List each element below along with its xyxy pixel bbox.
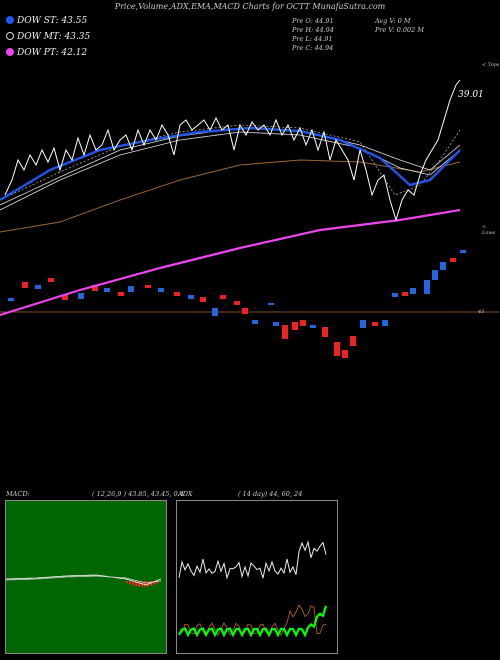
candle xyxy=(424,280,430,294)
candle xyxy=(392,293,398,297)
candle xyxy=(460,250,466,253)
candle xyxy=(360,320,366,328)
macd-bar xyxy=(147,581,149,587)
pre-close: Pre C: 44.94 xyxy=(292,44,334,52)
pre-volume: Pre V: 0.002 M xyxy=(375,26,425,34)
candles xyxy=(8,250,466,358)
candle xyxy=(234,301,240,305)
candle xyxy=(78,293,84,299)
candle xyxy=(62,295,68,300)
legend-label-st: DOW ST: 43.55 xyxy=(17,16,88,26)
candle xyxy=(402,292,408,296)
macd-signal-line xyxy=(5,575,162,584)
adx-title: ADX xyxy=(178,490,193,498)
candle xyxy=(174,292,180,296)
macd-bar xyxy=(135,581,137,587)
last-price-label: 39.01 xyxy=(458,90,484,100)
legend-swatch-st xyxy=(6,16,14,24)
candle xyxy=(252,320,258,324)
adx-di-plus-line xyxy=(178,540,327,580)
pre-low: Pre L: 44.91 xyxy=(292,35,333,43)
macd-svg xyxy=(5,574,162,587)
candle xyxy=(22,282,28,288)
adx-panel xyxy=(176,500,338,654)
candle xyxy=(432,270,438,280)
candle xyxy=(300,320,306,326)
candle xyxy=(322,327,328,337)
tops-tag: < Tops xyxy=(482,62,500,68)
candle xyxy=(8,298,14,301)
macd-params: ( 12,26,9 ) 43.85, 43.45, 0.4 xyxy=(92,490,184,498)
candle xyxy=(145,285,151,288)
price-line xyxy=(4,79,461,222)
candle xyxy=(35,285,41,289)
candle xyxy=(342,350,348,358)
candle xyxy=(350,336,356,346)
lows-tag: < Lows xyxy=(482,224,496,236)
macd-bar xyxy=(126,581,128,583)
mid-level-tag: 43 xyxy=(478,309,485,315)
candle xyxy=(128,286,134,292)
candle xyxy=(440,262,446,270)
macd-bar xyxy=(138,581,140,587)
candle xyxy=(220,295,226,299)
candle xyxy=(334,342,340,356)
candle xyxy=(48,278,54,282)
legend-label-mt: DOW MT: 43.35 xyxy=(17,32,91,42)
ema-mid-line-3 xyxy=(0,124,461,201)
macd-bar xyxy=(129,581,131,585)
pre-open: Pre O: 44.91 xyxy=(292,17,334,25)
candle xyxy=(382,320,388,326)
macd-bar xyxy=(153,581,155,585)
candle xyxy=(268,303,274,305)
legend-swatch-pt xyxy=(6,48,14,56)
legend-item-st: DOW ST: 43.55 xyxy=(6,16,87,26)
macd-bar xyxy=(144,581,146,587)
ema-long-line xyxy=(0,159,461,233)
pre-high: Pre H: 44.94 xyxy=(292,26,334,34)
candle xyxy=(410,288,416,294)
candle xyxy=(92,285,98,291)
ema-mid-line-1 xyxy=(0,131,461,211)
candle xyxy=(282,325,288,339)
candle xyxy=(158,288,164,292)
candle xyxy=(212,308,218,316)
macd-title: MACD: xyxy=(6,490,30,498)
candle xyxy=(372,322,378,326)
macd-bar xyxy=(132,581,134,586)
legend-label-pt: DOW PT: 42.12 xyxy=(17,48,88,58)
adx-params: ( 14 day) 44, 60, 24 xyxy=(238,490,303,498)
candle xyxy=(292,322,298,330)
chart-header: Price,Volume,ADX,EMA,MACD Charts for OCT… xyxy=(114,2,386,11)
macd-panel xyxy=(5,500,167,654)
candle xyxy=(188,295,194,299)
candle xyxy=(200,297,206,302)
legend-swatch-mt xyxy=(6,32,14,40)
legend-item-mt: DOW MT: 43.35 xyxy=(6,32,90,42)
adx-line xyxy=(178,605,328,638)
candle xyxy=(273,322,279,326)
macd-line xyxy=(5,574,162,586)
ema-pt-line xyxy=(0,208,461,317)
candle xyxy=(310,325,316,328)
macd-bar xyxy=(156,581,158,584)
legend-item-pt: DOW PT: 42.12 xyxy=(6,48,87,58)
ema-st-line xyxy=(0,126,461,202)
adx-svg xyxy=(178,540,328,638)
candle xyxy=(450,258,456,262)
candle xyxy=(118,292,124,296)
avg-volume: Avg V: 0 M xyxy=(375,17,411,25)
price-chart xyxy=(0,79,500,358)
candle xyxy=(104,288,110,292)
candle xyxy=(242,308,248,314)
